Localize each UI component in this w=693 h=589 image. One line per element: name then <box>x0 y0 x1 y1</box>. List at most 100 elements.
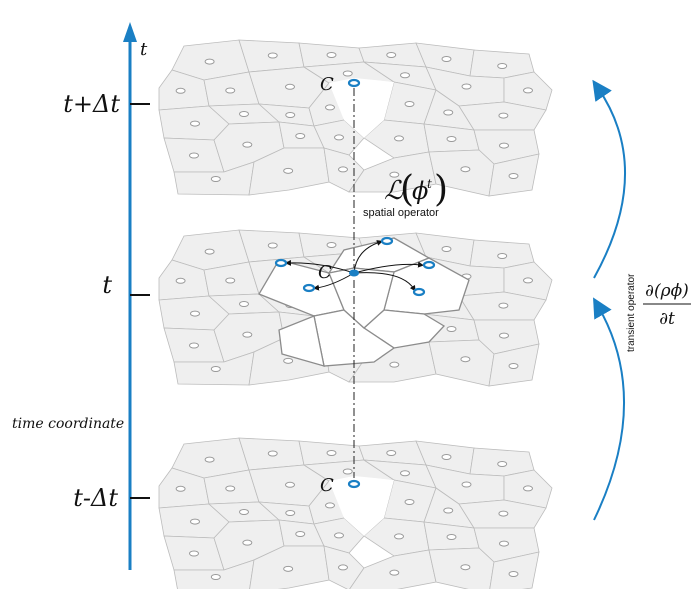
cell-centroid <box>443 109 454 116</box>
cell-centroid <box>497 253 508 259</box>
neighbour-centroid <box>422 260 436 270</box>
cell-centroid <box>242 331 253 338</box>
cell-centroid <box>285 112 296 118</box>
flux-arrow <box>353 261 424 274</box>
flux-arrow <box>353 272 416 292</box>
central-cell-c <box>329 476 394 536</box>
cell-centroid <box>204 456 215 463</box>
cell-centroid <box>394 135 404 142</box>
cell-centroid <box>441 246 452 252</box>
cell-centroid <box>175 485 186 492</box>
central-centroid-next <box>347 78 361 88</box>
cell-centroid <box>326 242 337 248</box>
transient-operator-caption: transient operator <box>626 273 637 352</box>
cell-centroid <box>326 52 337 58</box>
cell-centroid <box>267 242 278 249</box>
spatial-operator-argument: ϕ <box>412 177 428 205</box>
cell-centroid <box>239 111 249 117</box>
cell-centroid <box>498 112 509 119</box>
cell-centroid <box>334 532 344 539</box>
cell-centroid <box>295 133 306 139</box>
cell-centroid <box>400 72 410 79</box>
neighbour-cell <box>278 315 325 367</box>
central-centroid-current <box>349 269 359 277</box>
cell-centroid <box>225 87 236 94</box>
transient-operator: transient operator ∂(ρϕ) ∂t <box>592 79 691 521</box>
cell-centroid <box>499 142 509 149</box>
mesh-cell <box>489 551 540 589</box>
cell-centroid <box>190 518 200 525</box>
cell-centroid <box>508 363 519 369</box>
cell-centroid <box>460 356 471 363</box>
central-centroid-prev <box>347 479 361 489</box>
cell-centroid <box>175 87 186 94</box>
cell-centroid <box>441 56 452 62</box>
neighbour-centroid <box>274 258 288 268</box>
cell-centroid <box>204 58 215 65</box>
cell-centroid <box>295 531 306 537</box>
cell-centroid <box>283 357 294 364</box>
cell-centroid <box>499 332 509 339</box>
spatial-operator-label: ℒ ( ϕ t ) spatial operator <box>363 169 448 219</box>
cell-centroid <box>523 485 533 492</box>
mesh-cell <box>428 339 495 387</box>
cell-centroid <box>189 342 199 349</box>
cell-centroid <box>441 454 452 460</box>
mesh-layer-next: C <box>158 39 553 197</box>
cell-centroid <box>210 366 221 372</box>
cell-centroid <box>497 461 508 467</box>
cell-centroid <box>386 52 397 58</box>
cell-centroid <box>446 136 457 142</box>
cell-centroid <box>460 564 471 571</box>
spatial-operator-caption: spatial operator <box>363 207 439 219</box>
cell-centroid <box>325 104 335 111</box>
spatial-operator-superscript: t <box>427 177 432 191</box>
cell-centroid <box>342 468 353 475</box>
cell-centroid <box>498 302 509 309</box>
cell-centroid <box>497 63 508 69</box>
neighbour-centroid <box>302 283 316 293</box>
cell-centroid <box>189 550 199 557</box>
cell-centroid <box>389 171 400 178</box>
cell-centroid <box>267 450 278 457</box>
cell-centroid <box>242 539 253 546</box>
cell-centroid <box>325 502 335 509</box>
cell-centroid <box>334 134 344 141</box>
cell-centroid <box>523 87 533 94</box>
cell-centroid <box>242 141 253 148</box>
cell-centroid <box>461 481 472 488</box>
transient-numerator: ∂(ρϕ) <box>645 281 689 301</box>
cell-centroid <box>400 470 410 477</box>
cell-centroid <box>239 509 249 515</box>
mesh-layer-current: C <box>158 229 553 387</box>
cell-centroid <box>386 450 397 456</box>
cell-centroid <box>389 361 400 368</box>
tick-label-next: t+Δt <box>63 90 120 118</box>
flux-arrow <box>353 240 383 274</box>
cell-centroid <box>394 533 404 540</box>
neighbour-centroid <box>380 236 394 246</box>
cell-centroid <box>446 326 457 332</box>
cell-centroid <box>190 310 200 317</box>
cell-centroid <box>210 176 221 182</box>
cell-centroid <box>225 277 236 284</box>
cell-label-c-current: C <box>318 262 332 283</box>
cell-centroid <box>210 574 221 580</box>
transient-arrow-upper <box>592 79 627 279</box>
cell-centroid <box>498 510 509 517</box>
cell-centroid <box>446 534 457 540</box>
spatial-operator-lparen: ( <box>400 169 414 210</box>
cell-centroid <box>267 52 278 59</box>
cell-centroid <box>175 277 186 284</box>
cell-centroid <box>461 83 472 90</box>
cell-centroid <box>190 120 200 127</box>
cell-centroid <box>508 173 519 179</box>
cell-centroid <box>283 167 294 174</box>
spatial-operator-rparen: ) <box>434 169 448 210</box>
time-coordinate-caption: time coordinate <box>12 416 124 432</box>
time-axis: t t+Δt t t-Δt time coordinate <box>12 22 150 570</box>
time-axis-arrowhead <box>123 22 137 42</box>
tick-label-prev: t-Δt <box>73 484 118 512</box>
cell-centroid <box>338 166 348 173</box>
